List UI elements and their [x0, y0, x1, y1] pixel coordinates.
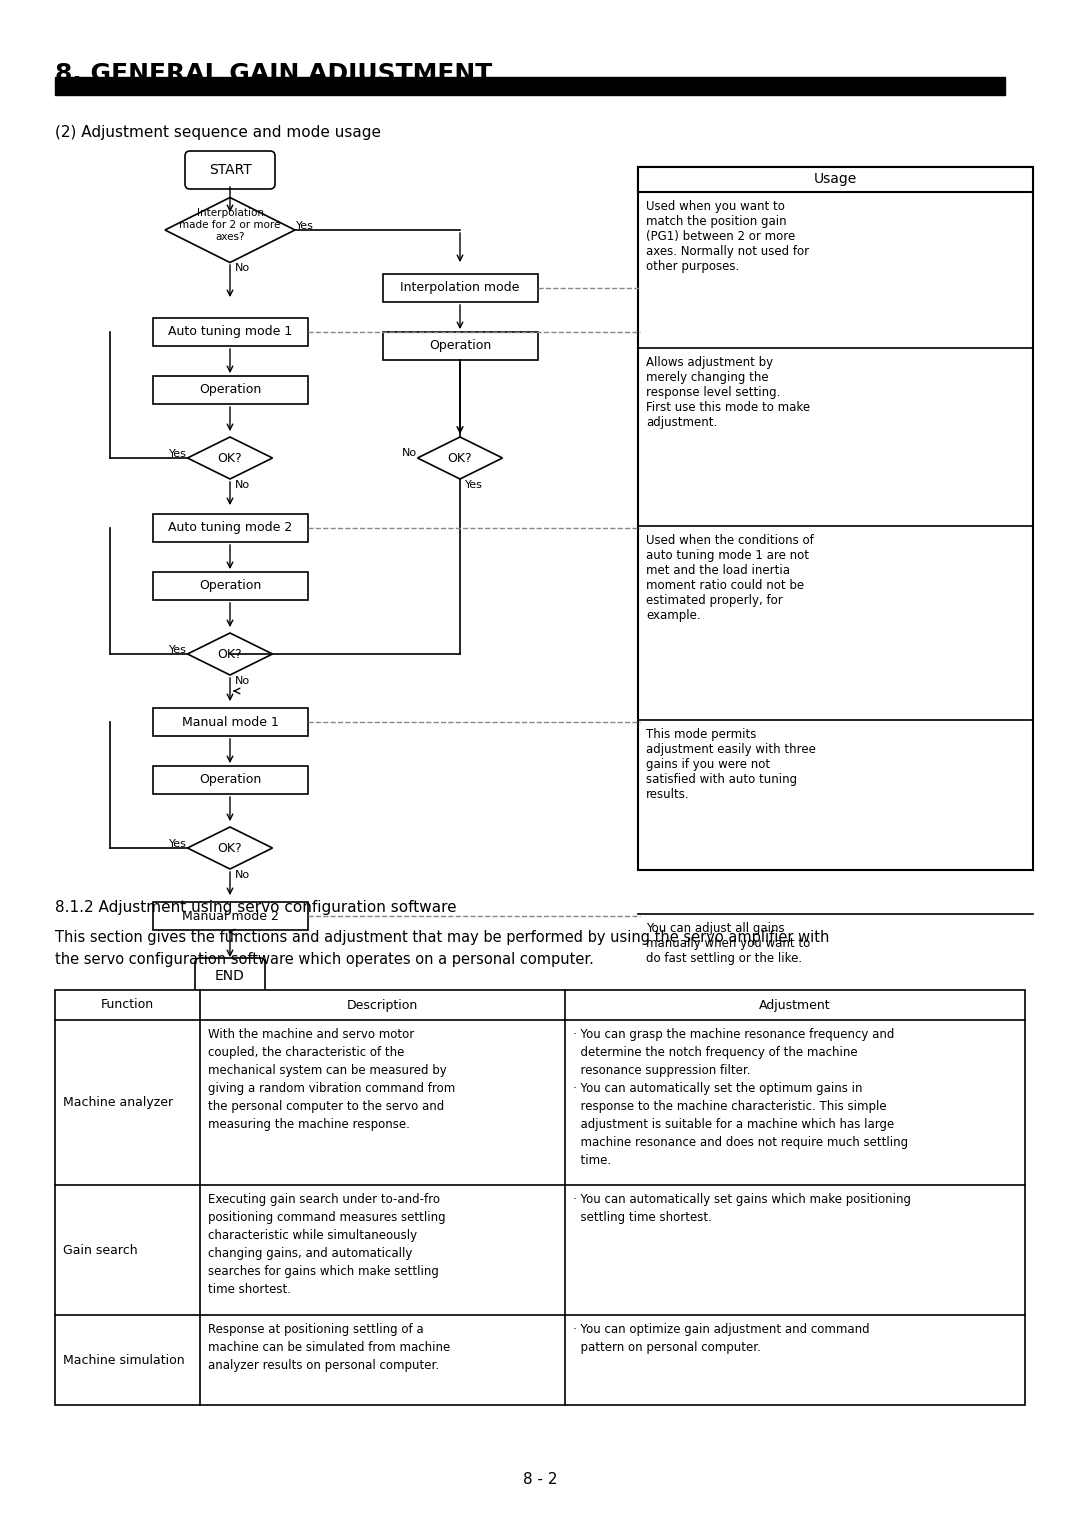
Polygon shape — [188, 437, 272, 478]
Bar — [152, 766, 308, 795]
Bar — [55, 990, 1025, 1406]
Text: This mode permits
adjustment easily with three
gains if you were not
satisfied w: This mode permits adjustment easily with… — [646, 727, 815, 801]
Text: Yes: Yes — [170, 449, 187, 458]
Text: START: START — [208, 163, 252, 177]
Bar — [638, 167, 1032, 869]
Polygon shape — [418, 437, 502, 478]
Text: 8. GENERAL GAIN ADJUSTMENT: 8. GENERAL GAIN ADJUSTMENT — [55, 63, 492, 86]
Text: Auto tuning mode 1: Auto tuning mode 1 — [167, 325, 292, 339]
Text: 8 - 2: 8 - 2 — [523, 1473, 557, 1487]
Text: No: No — [235, 675, 251, 686]
FancyBboxPatch shape — [185, 151, 275, 189]
Text: OK?: OK? — [218, 842, 242, 854]
Text: No: No — [235, 263, 251, 274]
Bar — [152, 376, 308, 403]
Text: You can adjust all gains
manually when you want to
do fast settling or the like.: You can adjust all gains manually when y… — [646, 921, 810, 966]
Bar — [382, 332, 538, 361]
Text: Operation: Operation — [199, 579, 261, 593]
Text: Yes: Yes — [465, 480, 483, 490]
Text: Interpolation
made for 2 or more
axes?: Interpolation made for 2 or more axes? — [179, 208, 281, 241]
Text: · You can optimize gain adjustment and command
  pattern on personal computer.: · You can optimize gain adjustment and c… — [573, 1323, 869, 1354]
Text: Description: Description — [347, 998, 418, 1012]
Text: Operation: Operation — [429, 339, 491, 353]
Text: Manual mode 1: Manual mode 1 — [181, 715, 279, 729]
Text: END: END — [215, 969, 245, 983]
Polygon shape — [188, 827, 272, 869]
Text: Yes: Yes — [170, 839, 187, 850]
Text: · You can grasp the machine resonance frequency and
  determine the notch freque: · You can grasp the machine resonance fr… — [573, 1028, 908, 1167]
Text: Used when you want to
match the position gain
(PG1) between 2 or more
axes. Norm: Used when you want to match the position… — [646, 200, 809, 274]
FancyBboxPatch shape — [195, 958, 265, 995]
Bar — [55, 76, 1005, 95]
Text: Auto tuning mode 2: Auto tuning mode 2 — [167, 521, 292, 535]
Bar — [638, 167, 1032, 193]
Text: OK?: OK? — [218, 648, 242, 660]
Text: Interpolation mode: Interpolation mode — [401, 281, 519, 295]
Text: Allows adjustment by
merely changing the
response level setting.
First use this : Allows adjustment by merely changing the… — [646, 356, 810, 429]
Text: This section gives the functions and adjustment that may be performed by using t: This section gives the functions and adj… — [55, 931, 829, 967]
Text: (2) Adjustment sequence and mode usage: (2) Adjustment sequence and mode usage — [55, 125, 381, 141]
Text: · You can automatically set gains which make positioning
  settling time shortes: · You can automatically set gains which … — [573, 1193, 912, 1224]
Text: OK?: OK? — [448, 451, 472, 465]
Text: No: No — [235, 869, 251, 880]
Text: OK?: OK? — [218, 451, 242, 465]
Text: Executing gain search under to-and-fro
positioning command measures settling
cha: Executing gain search under to-and-fro p… — [208, 1193, 446, 1296]
Text: Used when the conditions of
auto tuning mode 1 are not
met and the load inertia
: Used when the conditions of auto tuning … — [646, 533, 813, 622]
Text: Yes: Yes — [296, 222, 314, 231]
Text: Machine analyzer: Machine analyzer — [63, 1096, 173, 1109]
Text: Yes: Yes — [170, 645, 187, 656]
Text: Function: Function — [100, 998, 154, 1012]
Text: No: No — [235, 480, 251, 490]
Bar — [152, 902, 308, 931]
Text: Manual mode 2: Manual mode 2 — [181, 909, 279, 923]
Bar — [152, 571, 308, 601]
Text: With the machine and servo motor
coupled, the characteristic of the
mechanical s: With the machine and servo motor coupled… — [208, 1028, 456, 1131]
Text: Operation: Operation — [199, 384, 261, 396]
Text: Response at positioning settling of a
machine can be simulated from machine
anal: Response at positioning settling of a ma… — [208, 1323, 450, 1372]
Text: 8.1.2 Adjustment using servo configuration software: 8.1.2 Adjustment using servo configurati… — [55, 900, 457, 915]
Text: No: No — [402, 448, 417, 458]
Text: Gain search: Gain search — [63, 1244, 137, 1256]
Text: Usage: Usage — [814, 173, 858, 186]
Text: Machine simulation: Machine simulation — [63, 1354, 185, 1366]
Text: Operation: Operation — [199, 773, 261, 787]
Bar — [382, 274, 538, 303]
Bar — [152, 513, 308, 542]
Bar — [152, 707, 308, 736]
Bar — [152, 318, 308, 345]
Polygon shape — [188, 633, 272, 675]
Polygon shape — [165, 197, 295, 263]
Text: Adjustment: Adjustment — [759, 998, 831, 1012]
